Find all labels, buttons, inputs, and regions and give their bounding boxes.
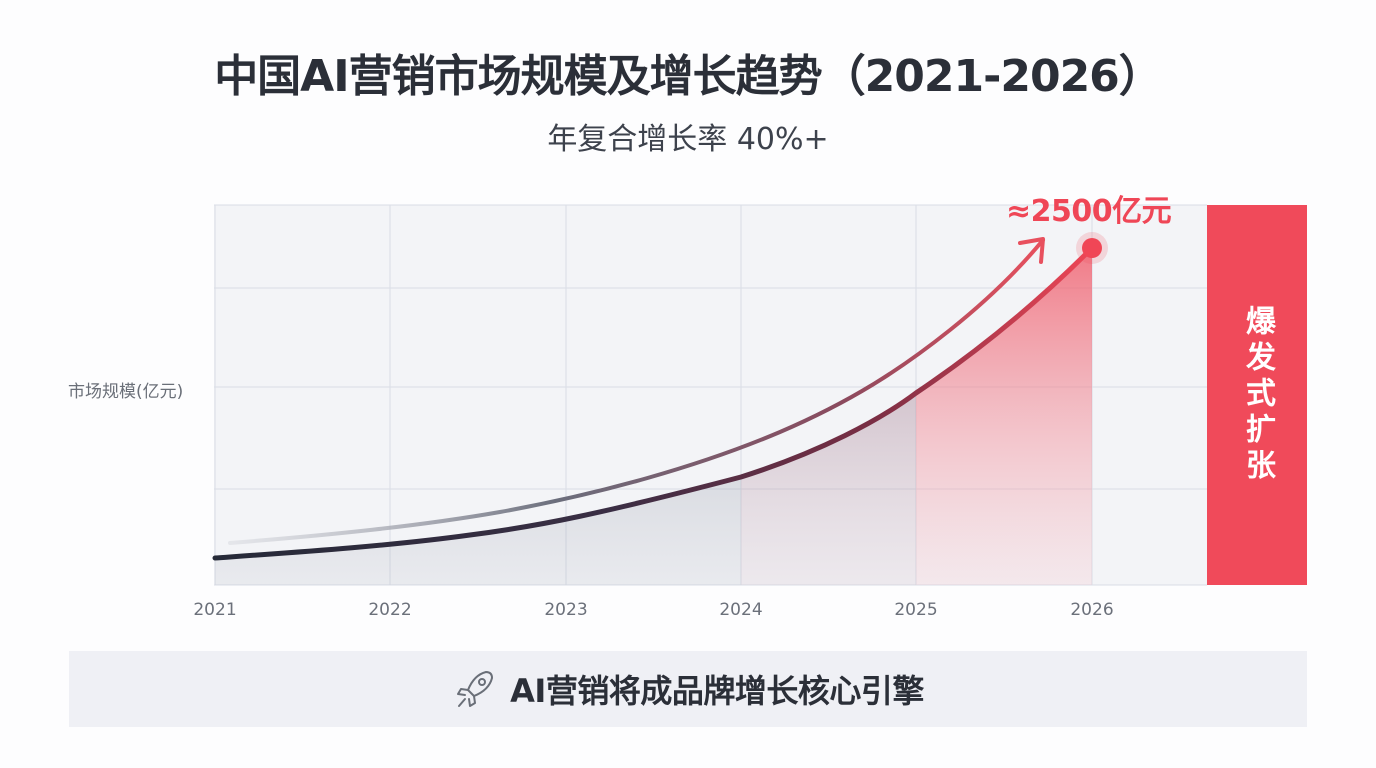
- x-tick-2022: 2022: [368, 600, 412, 620]
- arrow-head-icon: [1018, 237, 1045, 264]
- chart-title: 中国AI营销市场规模及增长趋势（2021-2026）: [214, 51, 1163, 102]
- x-tick-2021: 2021: [193, 600, 237, 620]
- side-banner: 爆发式扩张: [1207, 205, 1307, 585]
- side-banner-text: 爆发式扩张: [1240, 305, 1275, 485]
- x-tick-2023: 2023: [544, 600, 588, 620]
- footer-banner: AI营销将成品牌增长核心引擎: [69, 651, 1307, 727]
- endpoint-dot: [1082, 238, 1102, 258]
- x-tick-2026: 2026: [1070, 600, 1114, 620]
- rocket-icon: [457, 671, 494, 707]
- footer-text: AI营销将成品牌增长核心引擎: [510, 672, 924, 710]
- x-tick-2024: 2024: [719, 600, 763, 620]
- data-line: [212, 245, 1095, 561]
- y-axis-label: 市场规模(亿元): [68, 382, 184, 402]
- peak-value-label: ≈2500亿元: [1006, 194, 1172, 229]
- trend-arrow-line: [228, 238, 1045, 545]
- x-tick-2025: 2025: [894, 600, 938, 620]
- chart-subtitle: 年复合增长率 40%+: [547, 122, 829, 157]
